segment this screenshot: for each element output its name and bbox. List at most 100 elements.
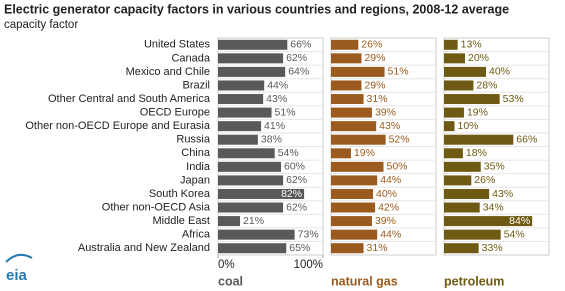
bar bbox=[444, 229, 501, 240]
category-label: Mexico and Chile bbox=[126, 66, 210, 78]
value-label: 28% bbox=[476, 79, 497, 91]
value-label: 35% bbox=[484, 161, 505, 173]
value-label: 54% bbox=[504, 228, 525, 240]
category-label: China bbox=[181, 147, 211, 159]
value-label: 84% bbox=[509, 215, 530, 227]
x-tick-label: 100% bbox=[294, 259, 323, 271]
category-label: Middle East bbox=[153, 215, 210, 227]
bar bbox=[218, 175, 284, 186]
value-label: 62% bbox=[286, 201, 307, 213]
chart-title: Electric generator capacity factors in v… bbox=[4, 2, 509, 16]
value-label: 64% bbox=[288, 66, 309, 78]
bar bbox=[444, 39, 458, 50]
x-tick-label: 0% bbox=[218, 259, 235, 271]
bar bbox=[444, 53, 465, 64]
value-label: 19% bbox=[354, 147, 375, 159]
bar bbox=[331, 188, 373, 199]
bar bbox=[218, 53, 284, 64]
value-label: 20% bbox=[468, 52, 489, 64]
bar bbox=[444, 66, 486, 77]
value-label: 31% bbox=[367, 93, 388, 105]
bar bbox=[331, 94, 364, 105]
value-label: 29% bbox=[364, 79, 385, 91]
bar bbox=[218, 202, 284, 213]
bar bbox=[331, 80, 362, 91]
bar bbox=[444, 107, 464, 118]
bar bbox=[331, 53, 362, 64]
bar bbox=[331, 243, 364, 254]
bar bbox=[444, 148, 463, 159]
bar bbox=[218, 148, 275, 159]
value-label: 26% bbox=[361, 39, 382, 51]
logo: eia bbox=[5, 253, 33, 284]
value-label: 82% bbox=[281, 188, 302, 200]
value-label: 26% bbox=[474, 174, 495, 186]
bar bbox=[331, 134, 386, 145]
value-label: 13% bbox=[461, 39, 482, 51]
bar bbox=[331, 121, 377, 132]
category-label: Other Central and South America bbox=[48, 93, 211, 105]
value-label: 73% bbox=[298, 228, 319, 240]
value-label: 40% bbox=[489, 66, 510, 78]
bar bbox=[444, 94, 500, 105]
bar bbox=[218, 107, 272, 118]
value-label: 38% bbox=[261, 134, 282, 146]
series-label: coal bbox=[218, 274, 243, 288]
bar bbox=[331, 148, 351, 159]
value-label: 29% bbox=[364, 52, 385, 64]
bar bbox=[218, 161, 281, 172]
bar bbox=[331, 202, 376, 213]
value-label: 44% bbox=[380, 174, 401, 186]
category-label: OECD Europe bbox=[140, 107, 210, 119]
bar bbox=[444, 134, 514, 145]
bar bbox=[444, 80, 474, 91]
value-label: 41% bbox=[264, 120, 285, 132]
value-label: 66% bbox=[516, 134, 537, 146]
category-label: Australia and New Zealand bbox=[78, 242, 210, 254]
series-label: petroleum bbox=[444, 274, 504, 288]
value-label: 65% bbox=[289, 242, 310, 254]
bar bbox=[444, 121, 455, 132]
logo-arc bbox=[5, 253, 33, 263]
value-label: 44% bbox=[380, 228, 401, 240]
value-label: 62% bbox=[286, 52, 307, 64]
category-label: Brazil bbox=[182, 79, 210, 91]
value-label: 44% bbox=[267, 79, 288, 91]
value-label: 39% bbox=[375, 106, 396, 118]
value-label: 21% bbox=[243, 215, 264, 227]
value-label: 40% bbox=[376, 188, 397, 200]
bar bbox=[218, 121, 262, 132]
bar bbox=[218, 229, 295, 240]
category-label: Other non-OECD Asia bbox=[102, 201, 211, 213]
value-label: 19% bbox=[467, 106, 488, 118]
value-label: 53% bbox=[503, 93, 524, 105]
logo-text: eia bbox=[6, 267, 28, 284]
bar bbox=[331, 229, 378, 240]
bar bbox=[218, 39, 288, 50]
category-label: Africa bbox=[182, 229, 211, 241]
value-label: 43% bbox=[492, 188, 513, 200]
category-label: Canada bbox=[171, 52, 210, 64]
value-label: 66% bbox=[290, 39, 311, 51]
bar bbox=[444, 243, 479, 254]
category-label: Other non-OECD Europe and Eurasia bbox=[25, 120, 211, 132]
bar bbox=[218, 216, 241, 227]
value-label: 62% bbox=[286, 174, 307, 186]
bar bbox=[444, 216, 533, 227]
bar bbox=[331, 39, 359, 50]
category-label: Russia bbox=[176, 134, 211, 146]
bar bbox=[218, 243, 287, 254]
bar bbox=[331, 161, 384, 172]
bar bbox=[444, 175, 472, 186]
category-label: India bbox=[186, 161, 211, 173]
value-label: 51% bbox=[388, 66, 409, 78]
value-label: 43% bbox=[266, 93, 287, 105]
value-label: 52% bbox=[389, 134, 410, 146]
bar bbox=[444, 202, 480, 213]
value-label: 43% bbox=[379, 120, 400, 132]
bar bbox=[218, 80, 265, 91]
bar bbox=[331, 66, 385, 77]
bar bbox=[331, 107, 372, 118]
bar bbox=[331, 216, 372, 227]
